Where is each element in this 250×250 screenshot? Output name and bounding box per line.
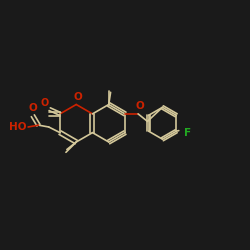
Text: O: O bbox=[40, 98, 48, 108]
Text: O: O bbox=[136, 102, 144, 112]
Text: O: O bbox=[73, 92, 82, 102]
Text: O: O bbox=[28, 103, 37, 113]
Text: F: F bbox=[184, 128, 191, 138]
Text: HO: HO bbox=[10, 122, 27, 132]
